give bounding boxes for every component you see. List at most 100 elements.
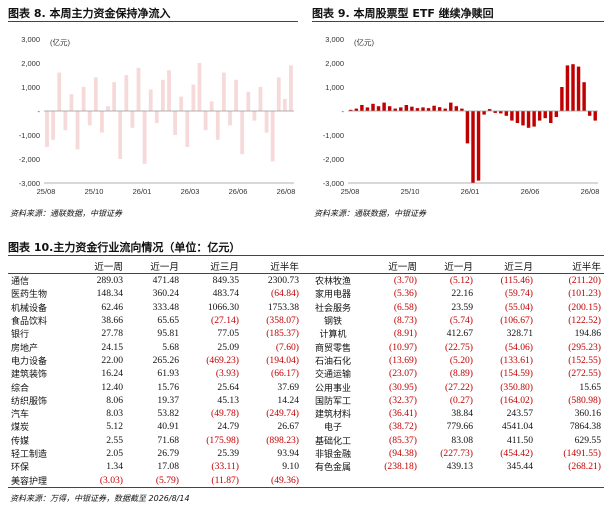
- flow-value-cell: (33.11): [211, 461, 239, 473]
- figure8-bar: [209, 101, 214, 111]
- figure8-xtick-label: 25/08: [37, 187, 56, 196]
- industry-name-cell: 医药生物: [11, 290, 48, 301]
- flow-value-cell: 1.34: [106, 461, 123, 473]
- industry-name-cell: 建筑装饰: [11, 370, 48, 381]
- flow-value-cell: 471.48: [152, 275, 179, 287]
- figure9-bar: [426, 108, 431, 111]
- table-header-cell: [302, 259, 364, 274]
- figure8-chart: 3,000 2,000 1,000 - -1,000 -2,000 -3,000 (亿元) 25…: [19, 35, 296, 196]
- flow-value-cell: (38.72): [389, 421, 417, 433]
- figure9-title-rule: [312, 21, 604, 22]
- flow-value-cell: 439.13: [446, 461, 473, 473]
- flow-value-cell: 40.91: [157, 421, 179, 433]
- flow-value-cell: (175.98): [206, 434, 239, 446]
- industry-name-cell: 纺织服饰: [11, 396, 48, 407]
- industry-name-cell: 传媒: [11, 436, 30, 447]
- flow-value-cell: 243.57: [506, 408, 533, 420]
- figure8-bar: [81, 87, 86, 111]
- flow-value-cell: (0.27): [449, 394, 473, 406]
- figure9-bar: [371, 103, 375, 111]
- figure8-ytick-label: -1,000: [19, 131, 40, 140]
- industry-name-cell: 电子: [323, 423, 342, 434]
- figure8-bar: [148, 89, 153, 111]
- table-header-cell: 近半年: [242, 259, 302, 274]
- figure9-bar: [404, 105, 409, 111]
- figure9-bar: [571, 64, 575, 111]
- flow-value-cell: [476, 473, 536, 488]
- flow-value-cell: (122.52): [568, 315, 601, 327]
- flow-value-cell: 345.44: [506, 461, 533, 473]
- table-header-cell: 近三月: [476, 259, 536, 274]
- industry-name-cell: 公用事业: [314, 383, 351, 394]
- figure8-bar: [100, 111, 104, 133]
- table-header-cell: 近一月: [126, 259, 182, 274]
- flow-value-cell: (249.74): [266, 408, 299, 420]
- industry-name-cell: [302, 473, 364, 488]
- figure9-bar: [515, 111, 520, 123]
- flow-value-cell: 26.79: [157, 448, 179, 459]
- table-row: 纺织服饰 8.06 19.37 45.13 14.24 国防军工 (32.37) (0.27)…: [8, 394, 604, 407]
- industry-name-cell: 社会服务: [314, 303, 351, 314]
- figure8-ytick-label: -3,000: [19, 179, 40, 188]
- flow-value-cell: 93.94: [277, 448, 299, 459]
- flow-value-cell: 1753.38: [267, 301, 299, 313]
- flow-value-cell: (1491.55): [563, 448, 601, 459]
- flow-value-cell: (133.61): [500, 354, 533, 366]
- industry-name-cell: 交通运输: [314, 370, 351, 381]
- figure9-bar: [349, 109, 353, 111]
- flow-value-cell: 1066.30: [207, 301, 239, 313]
- industry-name-cell: 基础化工: [314, 436, 351, 447]
- figure8-xtick-label: 26/08: [277, 187, 296, 196]
- table-header-cell: 近三月: [182, 259, 242, 274]
- table-row: 煤炭 5.12 40.91 24.79 26.67 电子 (38.72) 779.66 4541…: [8, 420, 604, 433]
- figure8-unit-label: (亿元): [50, 37, 70, 47]
- figure8-bar: [282, 99, 287, 111]
- table-row: 美容护理 (3.03) (5.79) (11.87) (49.36): [8, 473, 604, 488]
- flow-value-cell: 333.48: [152, 301, 179, 313]
- flow-value-cell: 61.93: [157, 368, 179, 380]
- industry-name-cell: 国防军工: [314, 396, 351, 407]
- figure8-xtick-label: 26/06: [229, 187, 248, 196]
- figure8-xtick-label: 26/03: [181, 187, 200, 196]
- table-row: 通信 289.03 471.48 849.35 2300.73 农林牧渔 (3.70) (5.…: [8, 274, 604, 288]
- table10-title: 图表 10.主力资金行业流向情况（单位：亿元）: [8, 241, 241, 254]
- flow-value-cell: 22.00: [101, 354, 123, 366]
- figure8-bar: [179, 96, 184, 111]
- figure9-bar: [582, 82, 586, 111]
- figure8-title: 图表 8. 本周主力资金保持净流入: [8, 7, 171, 20]
- flow-value-cell: 17.08: [157, 461, 179, 473]
- flow-value-cell: (164.02): [500, 394, 533, 406]
- table-header-cell: 近一周: [364, 259, 420, 274]
- industry-name-cell: 环保: [11, 463, 30, 474]
- figure8-bar: [234, 79, 238, 111]
- figure9-bar: [526, 111, 531, 128]
- flow-value-cell: 15.76: [157, 381, 179, 393]
- figure9-bar: [437, 107, 442, 111]
- flow-value-cell: (5.74): [449, 315, 473, 327]
- figure9-bar: [382, 102, 386, 111]
- figure8-bar: [258, 87, 263, 111]
- figure8-bar: [45, 111, 49, 147]
- figure9-bar: [360, 105, 364, 111]
- figure9-bar: [454, 106, 459, 111]
- flow-value-cell: 2.55: [106, 434, 123, 446]
- flow-value-cell: (268.21): [568, 461, 601, 473]
- flow-value-cell: (5.12): [449, 275, 473, 287]
- flow-value-cell: 411.50: [506, 434, 533, 446]
- flow-value-cell: (5.20): [449, 354, 473, 366]
- table-header-cell: [8, 259, 70, 274]
- figure8-bar: [228, 111, 232, 126]
- table-row: 房地产 24.15 5.68 25.09 (7.60) 商贸零售 (10.97) (22.75…: [8, 340, 604, 354]
- table-row: 建筑装饰 16.24 61.93 (3.93) (66.17) 交通运输 (23.07) (8…: [8, 367, 604, 380]
- figure8-bar: [246, 91, 251, 111]
- flow-value-cell: (454.42): [500, 448, 533, 459]
- flow-value-cell: 22.16: [451, 288, 473, 300]
- figure9-bar: [549, 111, 553, 123]
- flow-value-cell: (36.41): [389, 408, 417, 420]
- figure8-bar: [197, 63, 202, 111]
- figure9-bar: [487, 109, 492, 111]
- figure8-bar: [106, 106, 110, 111]
- figure8-ytick-label: -: [38, 107, 41, 116]
- figure8-source: 资料来源：通联数据，中银证券: [10, 209, 122, 218]
- flow-value-cell: (8.91): [393, 328, 417, 340]
